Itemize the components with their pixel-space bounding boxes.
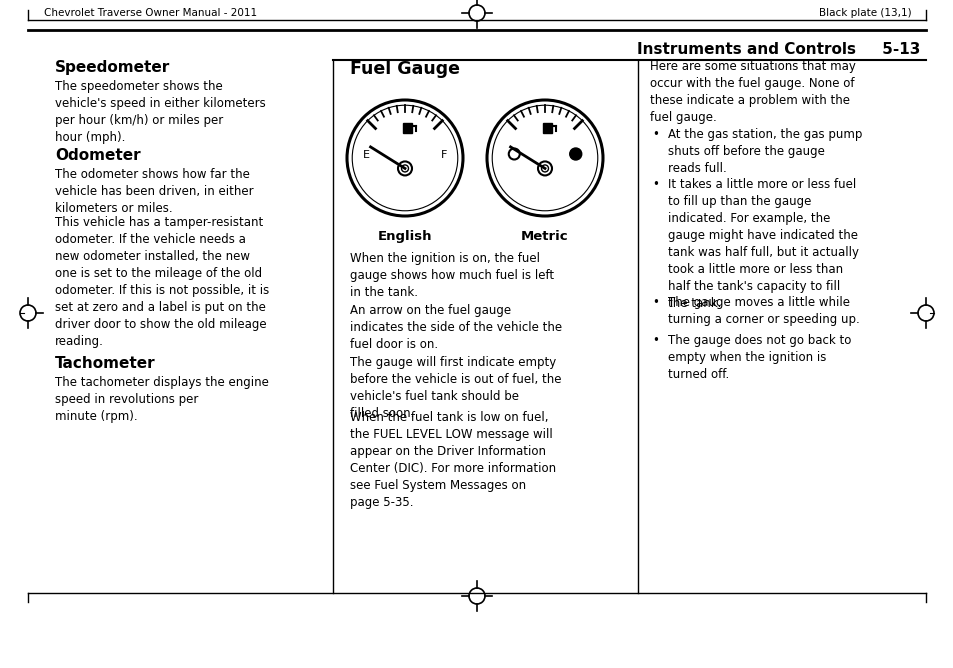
- FancyBboxPatch shape: [402, 123, 412, 133]
- Text: When the ignition is on, the fuel
gauge shows how much fuel is left
in the tank.: When the ignition is on, the fuel gauge …: [350, 252, 554, 299]
- Text: •: •: [651, 128, 659, 141]
- Text: •: •: [651, 296, 659, 309]
- FancyBboxPatch shape: [542, 123, 551, 133]
- Text: The gauge does not go back to
empty when the ignition is
turned off.: The gauge does not go back to empty when…: [667, 334, 850, 381]
- Text: English: English: [377, 230, 432, 243]
- Circle shape: [569, 148, 581, 160]
- Text: Tachometer: Tachometer: [55, 356, 155, 371]
- Text: Fuel Gauge: Fuel Gauge: [350, 60, 459, 78]
- Text: The odometer shows how far the
vehicle has been driven, in either
kilometers or : The odometer shows how far the vehicle h…: [55, 168, 253, 215]
- Text: •: •: [651, 334, 659, 347]
- Text: Metric: Metric: [520, 230, 568, 243]
- Text: An arrow on the fuel gauge
indicates the side of the vehicle the
fuel door is on: An arrow on the fuel gauge indicates the…: [350, 304, 561, 351]
- Text: Speedometer: Speedometer: [55, 60, 170, 75]
- Text: Chevrolet Traverse Owner Manual - 2011: Chevrolet Traverse Owner Manual - 2011: [44, 8, 257, 18]
- Text: E: E: [362, 150, 369, 160]
- Text: F: F: [440, 150, 447, 160]
- Text: The gauge will first indicate empty
before the vehicle is out of fuel, the
vehic: The gauge will first indicate empty befo…: [350, 356, 561, 420]
- Text: This vehicle has a tamper-resistant
odometer. If the vehicle needs a
new odomete: This vehicle has a tamper-resistant odom…: [55, 216, 269, 348]
- Text: When the fuel tank is low on fuel,
the FUEL LEVEL LOW message will
appear on the: When the fuel tank is low on fuel, the F…: [350, 411, 556, 509]
- Text: At the gas station, the gas pump
shuts off before the gauge
reads full.: At the gas station, the gas pump shuts o…: [667, 128, 862, 175]
- Text: Black plate (13,1): Black plate (13,1): [819, 8, 911, 18]
- Text: The tachometer displays the engine
speed in revolutions per
minute (rpm).: The tachometer displays the engine speed…: [55, 376, 269, 423]
- Text: •: •: [651, 178, 659, 191]
- Text: Instruments and Controls     5-13: Instruments and Controls 5-13: [636, 42, 919, 57]
- Text: Odometer: Odometer: [55, 148, 140, 163]
- Text: The speedometer shows the
vehicle's speed in either kilometers
per hour (km/h) o: The speedometer shows the vehicle's spee…: [55, 80, 266, 144]
- Text: It takes a little more or less fuel
to fill up than the gauge
indicated. For exa: It takes a little more or less fuel to f…: [667, 178, 858, 310]
- Text: The gauge moves a little while
turning a corner or speeding up.: The gauge moves a little while turning a…: [667, 296, 859, 326]
- Text: Here are some situations that may
occur with the fuel gauge. None of
these indic: Here are some situations that may occur …: [649, 60, 855, 124]
